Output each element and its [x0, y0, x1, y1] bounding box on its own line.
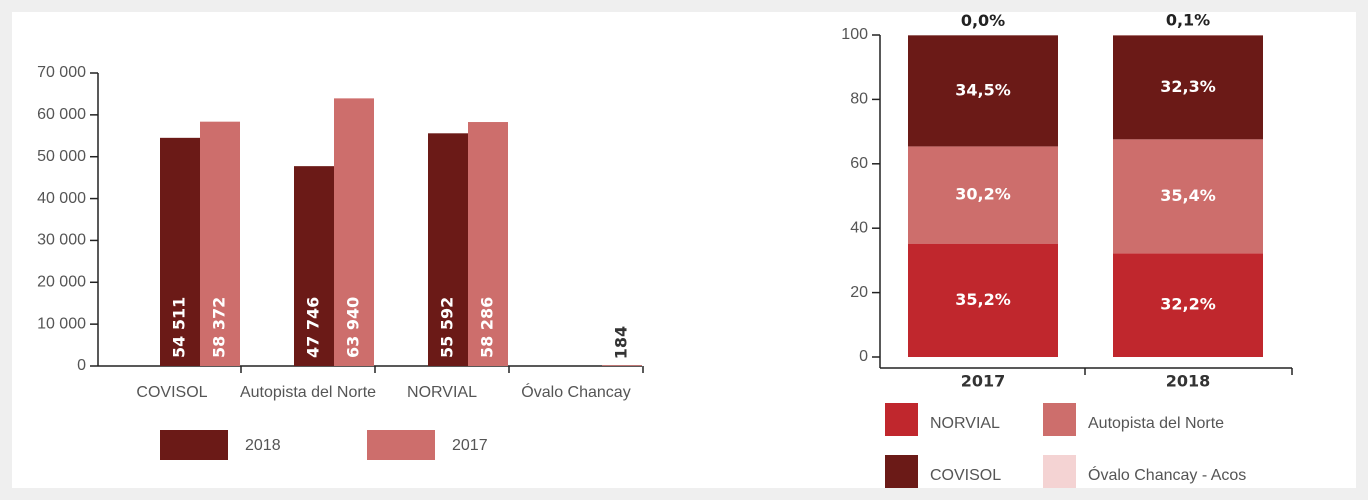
- bar-segment: [1113, 139, 1263, 254]
- y-tick-label: 40 000: [37, 190, 86, 207]
- value-label: 58 372: [210, 297, 229, 358]
- legend-label: 2018: [245, 437, 281, 454]
- bar-segment: [908, 243, 1058, 357]
- bar: [294, 166, 334, 366]
- bar: [160, 137, 200, 366]
- legend-swatch: [1043, 403, 1076, 436]
- bar: [468, 122, 508, 366]
- y-tick-label: 80: [850, 91, 868, 108]
- bar: [334, 98, 374, 367]
- x-tick-label: Autopista del Norte: [240, 384, 376, 401]
- y-tick-label: 40: [850, 219, 868, 236]
- bar-segment: [1113, 253, 1263, 357]
- legend-label: COVISOL: [930, 467, 1001, 484]
- y-tick-label: 60 000: [37, 106, 86, 123]
- y-tick-label: 70 000: [37, 64, 86, 81]
- x-tick-label: 2017: [961, 372, 1006, 391]
- value-label: 63 940: [344, 297, 363, 358]
- x-tick-label: NORVIAL: [407, 384, 477, 401]
- legend-label: 2017: [452, 437, 488, 454]
- legend-label: NORVIAL: [930, 415, 1000, 432]
- value-label: 30,2%: [955, 185, 1011, 204]
- y-tick-label: 20 000: [37, 274, 86, 291]
- value-label: 47 746: [304, 297, 323, 358]
- x-tick-label: Óvalo Chancay: [521, 382, 630, 401]
- y-tick-label: 60: [850, 155, 868, 172]
- y-tick-label: 50 000: [37, 148, 86, 165]
- bar: [428, 133, 468, 366]
- y-tick-label: 100: [841, 26, 868, 43]
- value-label: 35,2%: [955, 290, 1011, 309]
- legend-label: Autopista del Norte: [1088, 415, 1224, 432]
- legend-swatch: [885, 455, 918, 488]
- x-tick-label: COVISOL: [136, 384, 207, 401]
- value-label: 35,4%: [1160, 186, 1216, 205]
- legend-swatch: [885, 403, 918, 436]
- value-label: 0,1%: [1166, 11, 1210, 30]
- legend-swatch: [1043, 455, 1076, 488]
- bar: [602, 365, 642, 366]
- y-tick-label: 0: [859, 348, 868, 365]
- x-tick-label: 2018: [1166, 372, 1211, 391]
- y-tick-label: 10 000: [37, 315, 86, 332]
- value-label: 55 592: [438, 297, 457, 358]
- bar: [200, 121, 240, 367]
- y-tick-label: 30 000: [37, 232, 86, 249]
- y-tick-label: 0: [77, 357, 86, 374]
- value-label: 32,3%: [1160, 77, 1216, 96]
- legend-label: Óvalo Chancay - Acos: [1088, 465, 1246, 484]
- bar-segment: [908, 35, 1058, 147]
- value-label: 0,0%: [961, 11, 1005, 30]
- legend-swatch: [367, 430, 435, 460]
- value-label: 184: [612, 326, 631, 359]
- y-tick-label: 20: [850, 284, 868, 301]
- value-label: 58 286: [478, 297, 497, 358]
- bar-segment: [1113, 35, 1263, 140]
- value-label: 32,2%: [1160, 295, 1216, 314]
- legend-swatch: [160, 430, 228, 460]
- bar-segment: [908, 146, 1058, 244]
- value-label: 54 511: [170, 297, 189, 358]
- value-label: 34,5%: [955, 80, 1011, 99]
